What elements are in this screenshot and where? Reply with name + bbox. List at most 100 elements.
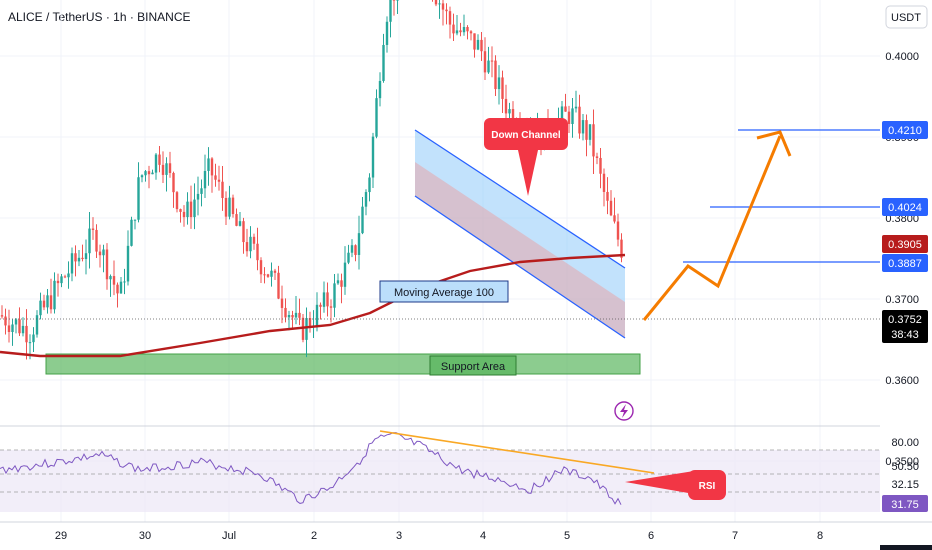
candle-body: [333, 283, 336, 308]
candle-body: [396, 0, 399, 1]
candle-body: [343, 262, 347, 287]
candle-body: [123, 281, 126, 283]
candle-body: [175, 192, 179, 210]
candle-body: [126, 245, 130, 282]
rsi-line: [0, 432, 622, 505]
candle-body: [210, 158, 214, 176]
candle-body: [455, 30, 459, 34]
candle-body: [581, 120, 585, 134]
currency-button[interactable]: [885, 5, 928, 29]
candle-body: [140, 175, 144, 178]
candle-body: [322, 292, 326, 307]
candle-body: [578, 106, 581, 134]
candle-body: [284, 307, 287, 318]
candle-body: [238, 221, 242, 226]
candle-body: [46, 295, 49, 308]
candle-body: [130, 219, 133, 246]
candle-body: [574, 106, 578, 109]
candle-body: [266, 274, 270, 277]
price-tag-label: 0.3905: [888, 239, 922, 251]
candle-body: [371, 136, 375, 178]
candle-body: [77, 257, 81, 262]
channel-lower-line: [414, 195, 626, 339]
candle-body: [602, 173, 606, 192]
price-tag-label: 0.3752: [888, 314, 922, 326]
time-tick-label: 8: [817, 530, 823, 542]
candle-body: [441, 3, 445, 10]
candle-body: [81, 257, 84, 260]
lightning-icon[interactable]: [614, 401, 634, 421]
candle-body: [0, 315, 4, 317]
time-tick-label: Jul: [222, 530, 236, 542]
candle-body: [186, 201, 189, 218]
time-tick-label: 4: [480, 530, 486, 542]
price-tag: [882, 235, 928, 253]
candle-body: [480, 39, 483, 52]
time-tick-label: 3: [396, 530, 402, 542]
price-tick-label: 0.3700: [885, 294, 919, 306]
price-tick-label: 0.4000: [885, 51, 919, 63]
down-channel: [414, 129, 626, 339]
candle-body: [606, 191, 609, 201]
price-axis[interactable]: USDT: [880, 0, 932, 550]
rsi-current-label: 31.75: [891, 499, 919, 511]
candle-body: [200, 188, 203, 194]
candle-body: [196, 193, 200, 200]
rsi-tick-label: 50.50: [891, 461, 919, 473]
candle-body: [4, 316, 7, 326]
time-axis[interactable]: 29 30 Jul 2 3 4 5 6 7 8: [55, 530, 823, 542]
candle-body: [182, 211, 186, 218]
scale-corner[interactable]: [880, 545, 932, 550]
candle-body: [497, 77, 501, 90]
price-tick-labels: 0.44000.43000.42000.41000.40000.39000.38…: [885, 51, 919, 468]
candle-body: [385, 21, 389, 45]
candle-body: [487, 60, 490, 73]
price-tick-label: 0.3600: [885, 375, 919, 387]
price-tag: [882, 254, 928, 272]
candle-body: [560, 106, 564, 121]
time-tick-label: 5: [564, 530, 570, 542]
support-area-label-box: [429, 355, 517, 376]
price-tags: 0.4210 0.4024 0.3905 0.3887 0.3752 38:43: [882, 121, 928, 343]
candle-body: [88, 228, 91, 254]
time-tick-label: 6: [648, 530, 654, 542]
candle-body: [102, 249, 105, 256]
candle-body: [336, 280, 340, 284]
time-tick-label: 29: [55, 530, 67, 542]
candle-body: [613, 215, 616, 222]
candle-body: [133, 219, 137, 221]
candle-body: [469, 31, 473, 34]
candle-body: [158, 154, 161, 165]
candle-body: [459, 30, 462, 33]
candle-body: [368, 177, 371, 193]
candle-body: [620, 239, 623, 258]
candle-body: [7, 325, 11, 333]
candle-body: [595, 156, 599, 158]
candle-body: [357, 233, 361, 255]
candle-body: [214, 175, 217, 180]
candle-body: [179, 209, 182, 212]
time-tick-label: 7: [732, 530, 738, 542]
candle-body: [315, 304, 319, 327]
candle-body: [588, 124, 592, 140]
candle-body: [483, 51, 487, 73]
candle-body: [63, 276, 67, 278]
price-tag-label: 0.4210: [888, 125, 922, 137]
candle-body: [28, 342, 32, 344]
candle-body: [511, 109, 515, 127]
candle-body: [277, 272, 280, 299]
candle-body: [567, 111, 571, 124]
candle-body: [287, 315, 291, 318]
projection-path: [642, 135, 782, 321]
candle-body: [49, 295, 53, 310]
down-channel-tag: [484, 118, 568, 150]
rsi-tick-labels: 80.00 50.50 32.15 31.75: [882, 437, 928, 512]
moving-average-label-box: [379, 280, 509, 303]
candle-body: [147, 171, 151, 175]
support-area-zone: Support Area: [45, 353, 641, 376]
candle-body: [21, 325, 25, 334]
candle-body: [571, 108, 574, 124]
price-tag-label: 38:43: [891, 329, 919, 341]
currency-label: USDT: [891, 12, 921, 24]
